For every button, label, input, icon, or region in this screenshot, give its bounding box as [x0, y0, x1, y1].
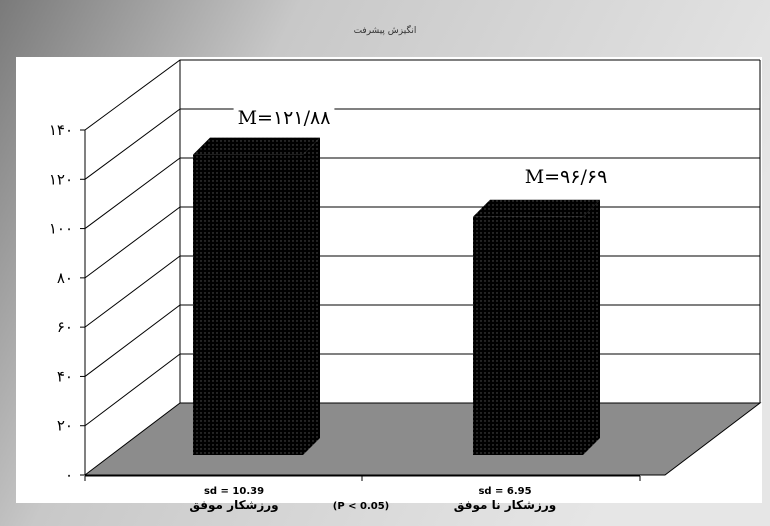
y-tick-label: ۰	[65, 466, 73, 484]
y-axis-ticks: ۰ ۲۰ ۴۰ ۶۰ ۸۰ ۱۰۰ ۱۲۰ ۱۴۰	[49, 121, 85, 484]
bar-2	[473, 199, 600, 455]
gridline	[84, 108, 760, 180]
data-label-background	[233, 106, 335, 130]
category-label-1: ورزشکار موفق	[189, 498, 278, 513]
y-tick-label: ۶۰	[57, 318, 73, 336]
data-label-background	[520, 165, 612, 189]
y-tick-label: ۴۰	[57, 367, 73, 385]
data-label-1: M=۱۲۱/۸۸	[238, 107, 331, 129]
chart-title: انگیزش پیشرفت	[354, 24, 417, 36]
y-tick-label: ۱۰۰	[49, 220, 73, 238]
bar-front	[473, 216, 583, 455]
bar-top	[193, 137, 320, 155]
gridline	[84, 157, 760, 229]
sd-label-2: sd = 6.95	[478, 486, 531, 497]
y-tick-label: ۸۰	[57, 269, 73, 287]
p-value-label: (P < 0.05)	[333, 501, 389, 512]
y-tick-label: ۲۰	[57, 417, 73, 435]
chart-floor	[83, 402, 762, 476]
bar-side	[303, 137, 320, 455]
y-tick-label: ۱۴۰	[49, 121, 73, 139]
bars	[193, 137, 600, 455]
bar-top	[473, 199, 600, 217]
x-axis-ticks	[84, 476, 641, 481]
bar-front	[193, 154, 303, 455]
gridline	[84, 59, 760, 131]
y-tick-label: ۱۲۰	[49, 170, 73, 188]
sd-label-1: sd = 10.39	[204, 486, 264, 497]
category-label-2: ورزشکار نا موفق	[454, 498, 556, 513]
data-label-2: M=۹۶/۶۹	[525, 166, 608, 188]
bar-1	[193, 137, 320, 455]
bar-side	[583, 199, 600, 455]
